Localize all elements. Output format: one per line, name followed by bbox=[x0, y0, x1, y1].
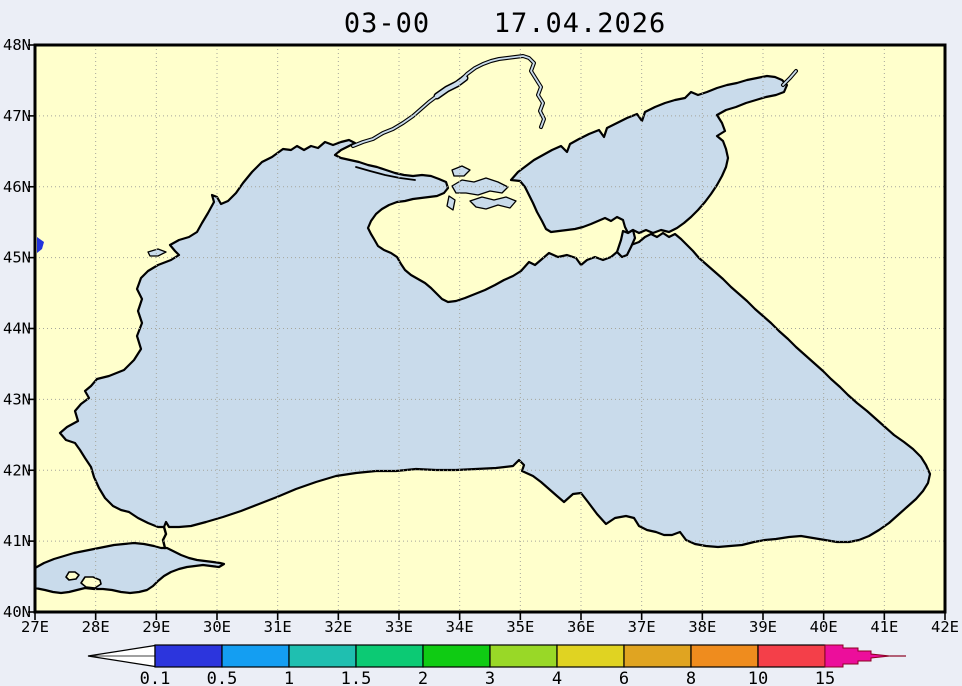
don-river bbox=[781, 69, 798, 87]
colorbar-tick-labels: 0.1 0.5 1 1.5 2 3 4 6 8 10 15 bbox=[140, 669, 836, 686]
colorbar-segment bbox=[288, 644, 357, 668]
longitude-tick-label: 40E bbox=[810, 618, 838, 636]
kerch-strait bbox=[615, 228, 637, 259]
latitude-tick-labels: 48N 47N 46N 45N 44N 43N 42N 41N 40N bbox=[3, 36, 31, 621]
don-river-water bbox=[782, 70, 797, 86]
colorbar-tick-label: 0.5 bbox=[207, 669, 238, 686]
longitude-tick-label: 31E bbox=[264, 618, 292, 636]
dnieper-river bbox=[351, 54, 546, 148]
latitude-tick-label: 42N bbox=[3, 461, 31, 479]
colorbar-tick-label: 0.1 bbox=[140, 669, 171, 686]
longitude-tick-label: 29E bbox=[142, 618, 170, 636]
latitude-tick-label: 41N bbox=[3, 532, 31, 550]
longitude-tick-label: 34E bbox=[446, 618, 474, 636]
longitude-tick-label: 33E bbox=[385, 618, 413, 636]
title-forecast-hour: 03-00 bbox=[344, 8, 430, 39]
colorbar-tick-label: 15 bbox=[815, 669, 835, 686]
colorbar-tick-label: 10 bbox=[748, 669, 768, 686]
colorbar-segment bbox=[154, 644, 223, 668]
colorbar-segments bbox=[154, 644, 826, 668]
colorbar-tick-label: 8 bbox=[686, 669, 696, 686]
colorbar-over-range-arrow bbox=[824, 644, 891, 668]
longitude-tick-label: 30E bbox=[203, 618, 231, 636]
marmara-island-west bbox=[65, 571, 80, 581]
colorbar-segment bbox=[422, 644, 491, 668]
latitude-tick-label: 43N bbox=[3, 390, 31, 408]
latitude-ticks bbox=[28, 44, 35, 613]
latitude-tick-label: 40N bbox=[3, 603, 31, 621]
latitude-tick-label: 46N bbox=[3, 178, 31, 196]
colorbar-tick-label: 1 bbox=[284, 669, 294, 686]
colorbar-segment bbox=[355, 644, 424, 668]
colorbar-segment bbox=[556, 644, 625, 668]
colorbar-segment bbox=[623, 644, 692, 668]
sivash-lagoon bbox=[451, 165, 471, 177]
longitude-tick-labels: 27E 28E 29E 30E 31E 32E 33E 34E 35E 36E 37E 38E 39E 4… bbox=[21, 618, 959, 636]
wave-direction-marker bbox=[37, 237, 44, 253]
tendra-spit bbox=[355, 166, 416, 181]
colorbar-tick-label: 2 bbox=[418, 669, 428, 686]
longitude-tick-label: 37E bbox=[628, 618, 656, 636]
sea-of-azov bbox=[509, 74, 789, 235]
longitude-tick-label: 35E bbox=[506, 618, 534, 636]
colorbar-segment bbox=[221, 644, 290, 668]
title-date: 17.04.2026 bbox=[494, 8, 667, 39]
longitude-tick-label: 41E bbox=[870, 618, 898, 636]
colorbar-segment bbox=[690, 644, 759, 668]
latitude-tick-label: 47N bbox=[3, 107, 31, 125]
longitude-tick-label: 39E bbox=[749, 618, 777, 636]
dnieper-river-water bbox=[352, 55, 545, 147]
longitude-gridlines bbox=[95, 45, 885, 612]
colorbar-tick-label: 6 bbox=[619, 669, 629, 686]
longitude-tick-label: 38E bbox=[688, 618, 716, 636]
bosphorus-strait bbox=[161, 525, 168, 550]
colorbar-segment bbox=[757, 644, 826, 668]
latitude-tick-label: 48N bbox=[3, 36, 31, 54]
colorbar-tick-label: 3 bbox=[485, 669, 495, 686]
sivash-lagoon bbox=[469, 196, 517, 210]
longitude-tick-label: 42E bbox=[931, 618, 959, 636]
latitude-tick-label: 45N bbox=[3, 249, 31, 267]
longitude-tick-label: 32E bbox=[324, 618, 352, 636]
colorbar-tick-label: 1.5 bbox=[341, 669, 372, 686]
latitude-tick-label: 44N bbox=[3, 320, 31, 338]
longitude-ticks bbox=[34, 613, 946, 620]
marmara-island-east bbox=[80, 576, 102, 589]
colorbar: 0.1 0.5 1 1.5 2 3 4 6 8 10 15 bbox=[87, 644, 906, 686]
longitude-tick-label: 27E bbox=[21, 618, 49, 636]
colorbar-tick-label: 4 bbox=[552, 669, 562, 686]
longitude-tick-label: 36E bbox=[567, 618, 595, 636]
sivash-lagoon bbox=[446, 195, 456, 211]
longitude-tick-label: 28E bbox=[82, 618, 110, 636]
colorbar-segment bbox=[489, 644, 558, 668]
